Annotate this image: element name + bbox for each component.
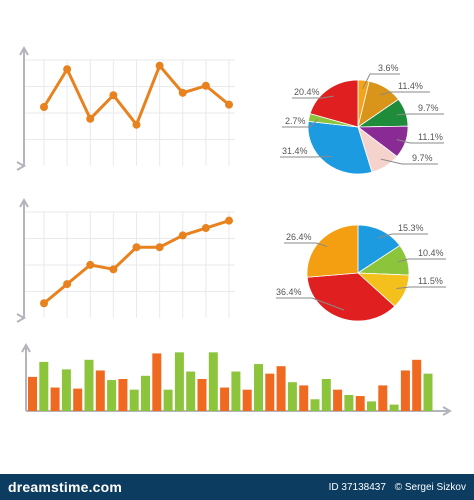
bar-chart-bar (61, 369, 71, 411)
bar-chart-bar (265, 373, 275, 411)
line-chart-middle-y-axis-arrow (19, 197, 29, 208)
bar-chart-bar (141, 375, 150, 411)
infographic-charts: 3.6% 11.4% 9.7% 11.1% 9.7% 31.4% 2.7% 20.4% 15.3… (16, 45, 453, 416)
line-chart-top-point (155, 61, 164, 70)
pie-top-slice-label: 11.4% (398, 81, 423, 91)
line-chart-top-point (63, 65, 72, 74)
pie-top-slices (307, 79, 409, 175)
bar-chart-bar (73, 388, 83, 411)
line-chart-top-point (132, 120, 141, 129)
bar-chart-bar (84, 359, 94, 411)
bar-chart-bar (208, 352, 218, 411)
line-chart-top-x-axis-arrow (16, 161, 27, 171)
pie-top-slice-label: 9.7% (418, 103, 439, 113)
footer-brand: dreamstime.com (8, 479, 123, 495)
bar-chart-bar (174, 352, 184, 411)
pie-middle-slice-label: 36.4% (276, 287, 302, 297)
bar-chart-bar (355, 396, 365, 411)
pie-top-leader-line (309, 118, 319, 128)
bar-chart-bar (28, 376, 37, 411)
pie-top-leader-line (396, 139, 411, 144)
pie-middle-leader-line (396, 286, 411, 290)
bar-chart-bar (321, 379, 331, 411)
line-chart-middle-point (201, 224, 210, 233)
bar-chart-bar (39, 361, 49, 411)
pie-middle-leader-line (398, 258, 409, 263)
line-chart-middle-point (155, 243, 164, 252)
pie-middle-slice-label: 15.3% (398, 223, 424, 233)
bar-chart-bar (310, 399, 320, 411)
pie-top-leader-line (314, 155, 332, 158)
pie-middle-leader-line (377, 233, 393, 239)
line-chart-top-point (201, 81, 210, 90)
footer-meta: ID 37138437 © Sergei Sizkov (323, 482, 466, 493)
pie-top-slice-label: 2.7% (285, 116, 306, 126)
bar-chart-bar (389, 404, 399, 411)
bar-chart-bar (400, 370, 410, 411)
bar-chart-bar (186, 371, 196, 411)
pie-top-slice (307, 120, 373, 175)
bar-chart-bar (50, 387, 60, 411)
line-chart-middle-point (132, 243, 141, 252)
pie-middle-leader-line (311, 297, 345, 311)
bar-chart-bar (378, 385, 388, 411)
bar-chart-bar (333, 389, 343, 411)
pie-top-leader-line (380, 91, 391, 96)
bar-chart-bar (129, 389, 139, 411)
pie-middle-slice-label: 10.4% (418, 248, 444, 258)
bar-chart-y-axis-arrow (21, 342, 31, 353)
bar-chart-bar (197, 379, 207, 411)
pie-middle-slices (306, 224, 410, 322)
line-chart-top-point (86, 114, 95, 123)
bar-chart-bar (107, 380, 117, 411)
bar-chart-bar (220, 387, 230, 411)
pie-top-slice-label: 11.1% (418, 132, 443, 142)
pie-top-slice-label: 20.4% (294, 87, 320, 97)
bar-chart-bar (423, 373, 433, 411)
line-chart-middle-point (86, 260, 95, 269)
bar-chart-bar (367, 401, 376, 411)
pie-middle-slice-label: 11.5% (418, 276, 443, 286)
bar-chart-bar (163, 389, 173, 411)
bar-chart-bar (344, 395, 354, 411)
bar-chart-bar (152, 353, 162, 411)
pie-middle-slice-label: 26.4% (286, 232, 312, 242)
bar-chart-bar (299, 385, 309, 411)
line-chart-middle-point (40, 299, 48, 308)
bar-chart-bar (276, 366, 286, 411)
line-chart-top-y-axis-arrow (19, 45, 29, 56)
pie-middle-slice (306, 224, 359, 278)
pie-top-leader-line (321, 95, 334, 99)
bar-chart-x-axis-arrow (442, 406, 453, 416)
pie-middle-leader-line (315, 242, 328, 247)
line-chart-middle-point (178, 231, 187, 240)
bar-chart-bar (242, 389, 252, 411)
pie-middle-slice (357, 224, 401, 274)
bar-chart-bar (231, 371, 241, 411)
line-chart-middle-point (225, 216, 233, 225)
footer-image-id: ID 37138437 (328, 482, 386, 493)
line-chart-middle-point (63, 280, 72, 289)
line-chart-top-point (225, 100, 233, 109)
pie-middle-slice (306, 272, 396, 322)
footer-copyright: © Sergei Sizkov (394, 482, 466, 493)
pie-top-leader-line (362, 73, 371, 89)
line-chart-top-point (40, 103, 48, 111)
bar-chart-bar (254, 364, 263, 411)
pie-top-slice-label: 31.4% (282, 146, 308, 156)
footer-bar: dreamstime.com ID 37138437 © Sergei Sizk… (0, 474, 474, 500)
pie-top-slice-label: 9.7% (412, 153, 433, 163)
line-chart-middle-x-axis-arrow (16, 313, 27, 323)
pie-top-leader-line (396, 113, 411, 116)
line-chart-middle-point (109, 265, 118, 274)
line-chart-top-point (109, 91, 118, 100)
pie-top-slice (309, 79, 359, 128)
line-chart-top-point (178, 88, 187, 97)
bar-chart-bar (118, 379, 128, 411)
pie-top-slice-label: 3.6% (378, 63, 399, 73)
bar-chart-bar (412, 359, 422, 411)
bar-chart-bar (287, 382, 297, 411)
pie-top-leader-line (380, 158, 403, 165)
bar-chart-bar (95, 370, 105, 411)
